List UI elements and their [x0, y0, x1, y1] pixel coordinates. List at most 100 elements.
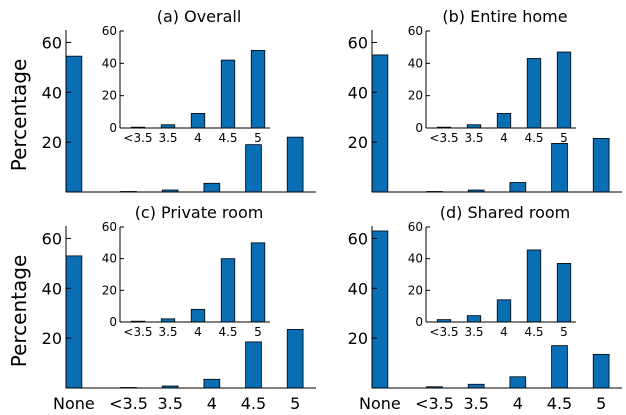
bar — [509, 376, 527, 389]
inset-y-tick-label: 20 — [408, 89, 423, 103]
bar — [592, 138, 610, 193]
inset-y-tick-label: 0 — [415, 121, 423, 135]
bar — [551, 345, 568, 389]
chart-panel-1: (b) Entire home 20 40 60 <3.5 3.5 4 4.5 5 0 20 40 60 — [348, 7, 622, 193]
inset-x-tick-label: 4 — [500, 131, 508, 145]
inset-x-tick-label: 3.5 — [158, 131, 177, 145]
bar — [245, 341, 262, 389]
inset-y-tick-label: 40 — [102, 56, 117, 70]
x-tick-label: None — [359, 394, 401, 413]
inset-bar — [526, 249, 542, 323]
inset-y-tick-label: 60 — [408, 220, 423, 234]
x-tick-label: None — [53, 394, 95, 413]
inset-chart: <3.5 3.5 4 4.5 5 0 20 40 60 — [102, 220, 270, 339]
chart-title: (d) Shared room — [440, 203, 571, 222]
inset-x-tick-label: 5 — [254, 325, 262, 339]
inset-x-tick-label: <3.5 — [429, 325, 458, 339]
inset-y-tick-label: 20 — [102, 283, 117, 297]
bar — [203, 378, 221, 389]
bar — [551, 142, 568, 193]
inset-x-tick-label: 4.5 — [524, 131, 543, 145]
bar — [65, 55, 83, 193]
y-axis-label: Percentage — [7, 255, 31, 368]
inset-bar — [556, 51, 572, 129]
bar — [592, 353, 610, 389]
inset-x-tick-label: 5 — [560, 131, 568, 145]
inset-y-tick-label: 20 — [102, 89, 117, 103]
y-tick-label: 20 — [42, 133, 62, 152]
y-tick-label: 40 — [348, 279, 368, 298]
y-axis-label: Percentage — [7, 59, 31, 172]
x-tick-label: 5 — [596, 394, 606, 413]
x-tick-label: 4.5 — [241, 394, 266, 413]
inset-bar — [496, 299, 512, 323]
bar — [245, 144, 262, 193]
inset-bar — [466, 315, 482, 323]
y-tick-label: 40 — [348, 83, 368, 102]
x-tick-label: 4 — [513, 394, 523, 413]
inset-chart: <3.5 3.5 4 4.5 5 0 20 40 60 — [102, 24, 270, 145]
inset-x-tick-label: <3.5 — [123, 325, 152, 339]
y-tick-label: 40 — [42, 83, 62, 102]
chart-title: (b) Entire home — [442, 7, 567, 26]
inset-y-tick-label: 20 — [408, 283, 423, 297]
inset-y-tick-label: 0 — [415, 315, 423, 329]
bar — [509, 182, 527, 193]
x-tick-label: 4.5 — [547, 394, 572, 413]
y-tick-label: 60 — [42, 229, 62, 248]
inset-bar — [220, 59, 236, 129]
x-tick-label: <3.5 — [109, 394, 148, 413]
inset-x-tick-label: 3.5 — [464, 131, 483, 145]
bar — [203, 182, 221, 193]
bar — [467, 383, 485, 389]
bar — [286, 329, 304, 389]
inset-bar — [190, 113, 206, 129]
x-tick-label: <3.5 — [415, 394, 454, 413]
inset-bar — [190, 308, 206, 323]
inset-chart: <3.5 3.5 4 4.5 5 0 20 40 60 — [408, 220, 576, 339]
y-tick-label: 60 — [348, 33, 368, 52]
inset-x-tick-label: 4 — [500, 325, 508, 339]
inset-bar — [250, 242, 266, 323]
chart-panel-2: (c) Private room Percentage None <3.5 3.5 4 4.… — [7, 203, 316, 413]
inset-y-tick-label: 0 — [109, 315, 117, 329]
inset-y-tick-label: 0 — [109, 121, 117, 135]
inset-bar — [556, 263, 572, 323]
bar — [65, 255, 83, 389]
x-tick-label: 4 — [207, 394, 217, 413]
inset-x-tick-label: 5 — [254, 131, 262, 145]
x-tick-label: 5 — [290, 394, 300, 413]
inset-x-tick-label: 4.5 — [218, 131, 237, 145]
x-tick-label: 3.5 — [157, 394, 182, 413]
inset-x-tick-label: <3.5 — [429, 131, 458, 145]
y-tick-label: 40 — [42, 279, 62, 298]
y-tick-label: 60 — [348, 229, 368, 248]
y-tick-label: 20 — [348, 329, 368, 348]
inset-y-tick-label: 40 — [408, 56, 423, 70]
inset-bar — [250, 50, 266, 129]
inset-y-tick-label: 40 — [408, 252, 423, 266]
inset-x-tick-label: 5 — [560, 325, 568, 339]
bar — [371, 230, 389, 389]
inset-x-tick-label: <3.5 — [123, 131, 152, 145]
inset-chart: <3.5 3.5 4 4.5 5 0 20 40 60 — [408, 24, 576, 145]
inset-x-tick-label: 4 — [194, 131, 202, 145]
inset-bar — [220, 258, 236, 323]
chart-title: (c) Private room — [135, 203, 264, 222]
inset-y-tick-label: 60 — [102, 220, 117, 234]
inset-x-tick-label: 4 — [194, 325, 202, 339]
chart-panel-0: (a) Overall Percentage 20 40 60 <3.5 3.5 4 4.5 5 0… — [7, 7, 316, 193]
y-tick-label: 20 — [348, 133, 368, 152]
inset-x-tick-label: 4.5 — [218, 325, 237, 339]
inset-bar — [496, 113, 512, 129]
inset-y-tick-label: 60 — [102, 24, 117, 38]
inset-x-tick-label: 3.5 — [464, 325, 483, 339]
inset-y-tick-label: 60 — [408, 24, 423, 38]
chart-title: (a) Overall — [157, 7, 242, 26]
inset-x-tick-label: 3.5 — [158, 325, 177, 339]
bar — [371, 54, 389, 193]
bar — [286, 136, 304, 193]
y-tick-label: 20 — [42, 329, 62, 348]
